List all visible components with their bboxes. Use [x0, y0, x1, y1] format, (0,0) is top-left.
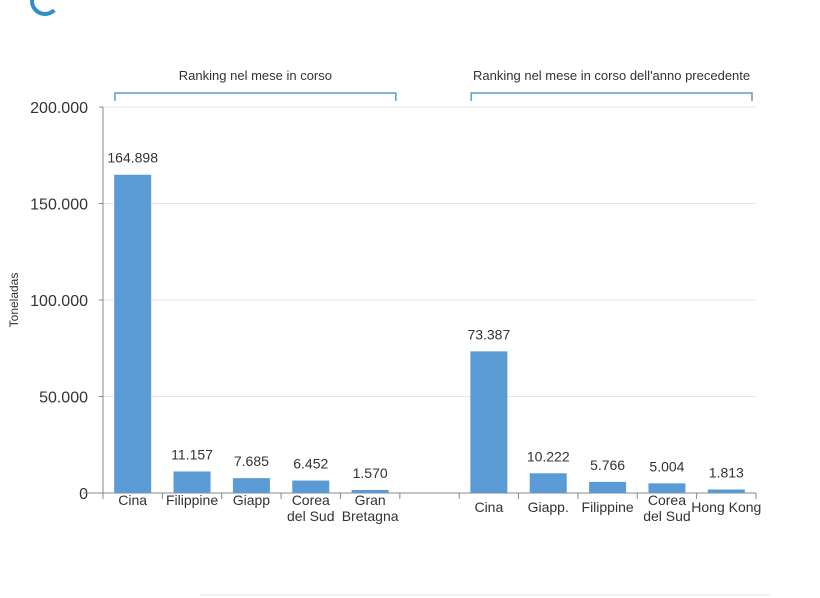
category-label: Gran: [355, 492, 386, 508]
y-tick-label: 100.000: [30, 293, 88, 310]
bar: [351, 489, 389, 493]
group-bracket: [470, 92, 753, 101]
category-label: del Sud: [643, 508, 690, 524]
bar: [470, 351, 508, 493]
bar: [232, 478, 270, 493]
data-label: 1.570: [353, 465, 388, 481]
bar: [589, 481, 627, 493]
y-axis-label: Toneladas: [7, 273, 21, 328]
category-label: Cina: [118, 492, 147, 508]
category-label: Hong Kong: [691, 499, 761, 515]
y-tick-label: 0: [79, 486, 88, 503]
category-label: Giapp.: [528, 499, 569, 515]
bar: [114, 174, 152, 493]
y-tick-label: 200.000: [30, 100, 88, 117]
data-label: 10.222: [527, 448, 570, 464]
category-label: Corea: [648, 492, 686, 508]
category-label: Corea: [292, 492, 330, 508]
bar: [648, 483, 686, 493]
data-label: 73.387: [467, 326, 510, 342]
bar: [529, 473, 567, 493]
category-label: Bretagna: [342, 508, 399, 524]
group-bracket: [114, 92, 397, 101]
bar: [292, 480, 330, 493]
category-label: del Sud: [287, 508, 334, 524]
logo-fragment-icon: [30, 0, 60, 16]
y-tick-label: 150.000: [30, 197, 88, 214]
data-label: 6.452: [293, 456, 328, 472]
category-label: Filippine: [166, 492, 218, 508]
group-label: Ranking nel mese in corso: [179, 68, 332, 83]
data-label: 164.898: [107, 150, 158, 166]
y-tick-label: 50.000: [39, 390, 88, 407]
data-label: 5.004: [649, 458, 684, 474]
data-label: 7.685: [234, 453, 269, 469]
group-label: Ranking nel mese in corso dell'anno prec…: [473, 68, 750, 83]
bar: [173, 471, 211, 493]
data-label: 11.157: [171, 446, 213, 462]
bar: [707, 489, 745, 493]
category-label: Filippine: [582, 499, 634, 515]
data-label: 1.813: [709, 465, 744, 481]
category-label: Cina: [474, 499, 503, 515]
data-label: 5.766: [590, 457, 625, 473]
category-label: Giapp: [233, 492, 271, 508]
